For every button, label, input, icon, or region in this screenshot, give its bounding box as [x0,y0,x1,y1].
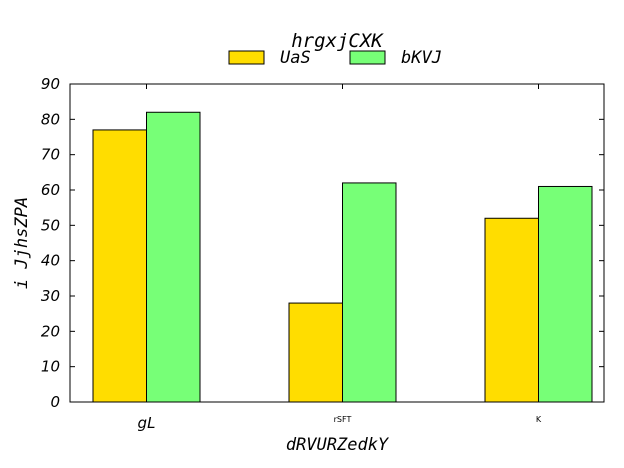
bar-uas-rsft [288,302,343,403]
legend-swatch-series-2 [349,50,386,65]
y-tick-label: 70 [41,146,60,164]
y-tick-label: 50 [41,216,60,234]
bars-layer [92,111,593,403]
x-tick-label: rSFT [334,415,352,424]
legend: UaS bKVJ [228,48,442,68]
y-tick-label: 90 [41,75,60,93]
y-tick-label: 20 [41,322,60,340]
bar-uas-gl [92,129,147,403]
plot-frame [69,83,605,403]
y-tick-label: 60 [41,181,60,199]
bar-bkvj-k [538,185,593,403]
y-tick-label: 30 [41,287,60,305]
x-tick-label: K [536,415,542,424]
bar-uas-k [484,217,539,403]
y-axis-ticks: 0 10 20 30 40 50 60 70 80 90 [41,75,604,411]
x-tick-label: gL [138,414,156,432]
y-tick-label: 80 [41,110,60,128]
legend-swatch-series-1 [228,50,265,65]
y-axis-label: i JjhsZPA [12,197,32,289]
bar-bkvj-gl [146,111,201,403]
bar-bkvj-rsft [342,182,397,403]
y-tick-label: 0 [50,393,60,411]
legend-label-series-1: UaS [280,48,311,68]
x-axis-label: dRVURZedkY [286,435,390,455]
legend-label-series-2: bKVJ [401,48,442,68]
x-axis-ticks: gL rSFT K [138,84,542,432]
y-tick-label: 40 [41,252,60,270]
y-tick-label: 10 [41,358,60,376]
chart-title: hrgxjCXK [291,30,384,52]
